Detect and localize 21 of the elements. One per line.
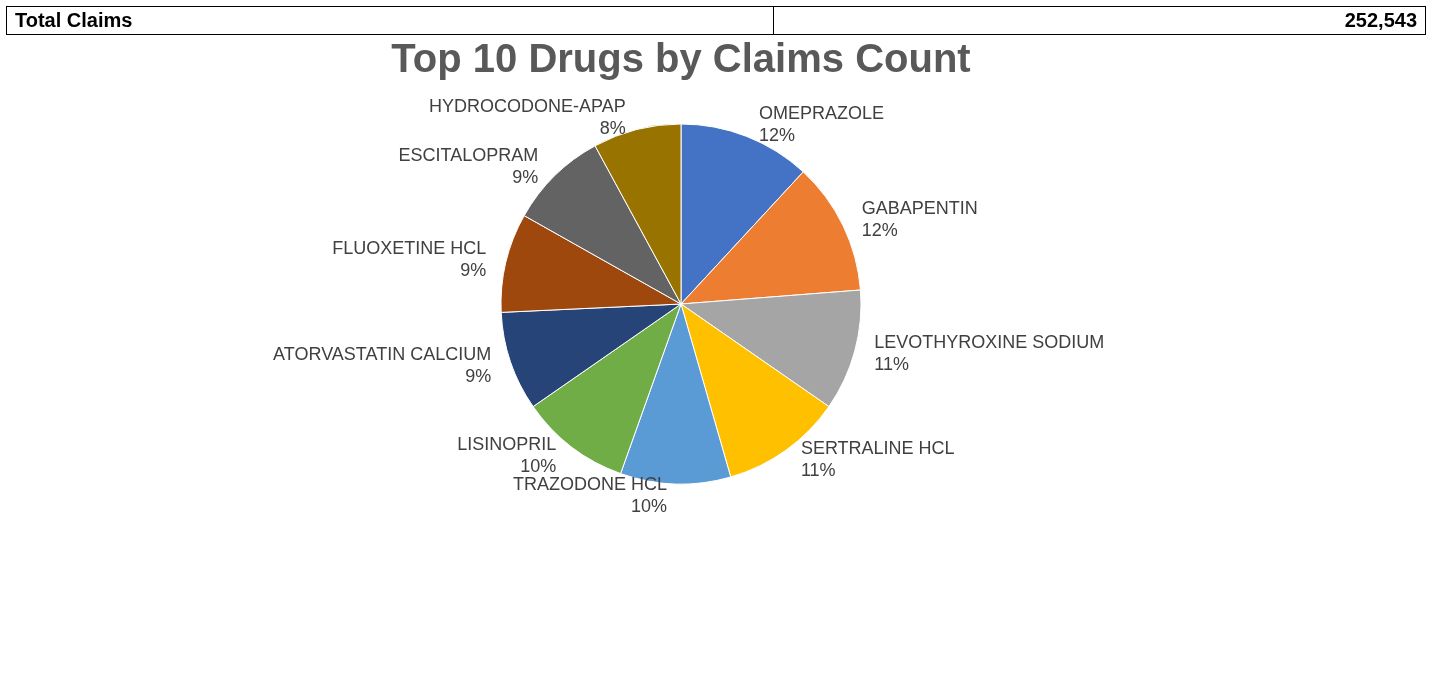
data-label: 11% (800, 460, 836, 481)
text: Total Claims (6, 6, 774, 35)
slice-label: SERTRALINE HCL (800, 438, 955, 459)
data-label: 9% (465, 365, 492, 386)
slice-label: GABAPENTIN (861, 198, 978, 219)
data-label: 8% (599, 117, 626, 138)
slice-label: HYDROCODONE-APAP (429, 95, 626, 116)
slice-label: FLUOXETINE HCL (332, 237, 487, 258)
chart-title: Top 10 Drugs by Claims Count (391, 36, 971, 80)
data-label: 12% (759, 125, 796, 146)
data-label: 9% (460, 259, 487, 280)
slice-label: ESCITALOPRAM (398, 145, 539, 166)
slice-label: LEVOTHYROXINE SODIUM (874, 332, 1105, 353)
data-label: 9% (512, 167, 539, 188)
data-label: 11% (874, 354, 910, 375)
slice-label: LISINOPRIL (457, 434, 557, 455)
data-label: 12% (861, 220, 898, 241)
slice-label: OMEPRAZOLE (759, 103, 885, 124)
data-label: 10% (631, 495, 668, 516)
slice-label: ATORVASTATIN CALCIUM (273, 343, 492, 364)
text: 252,543 (773, 6, 1426, 35)
